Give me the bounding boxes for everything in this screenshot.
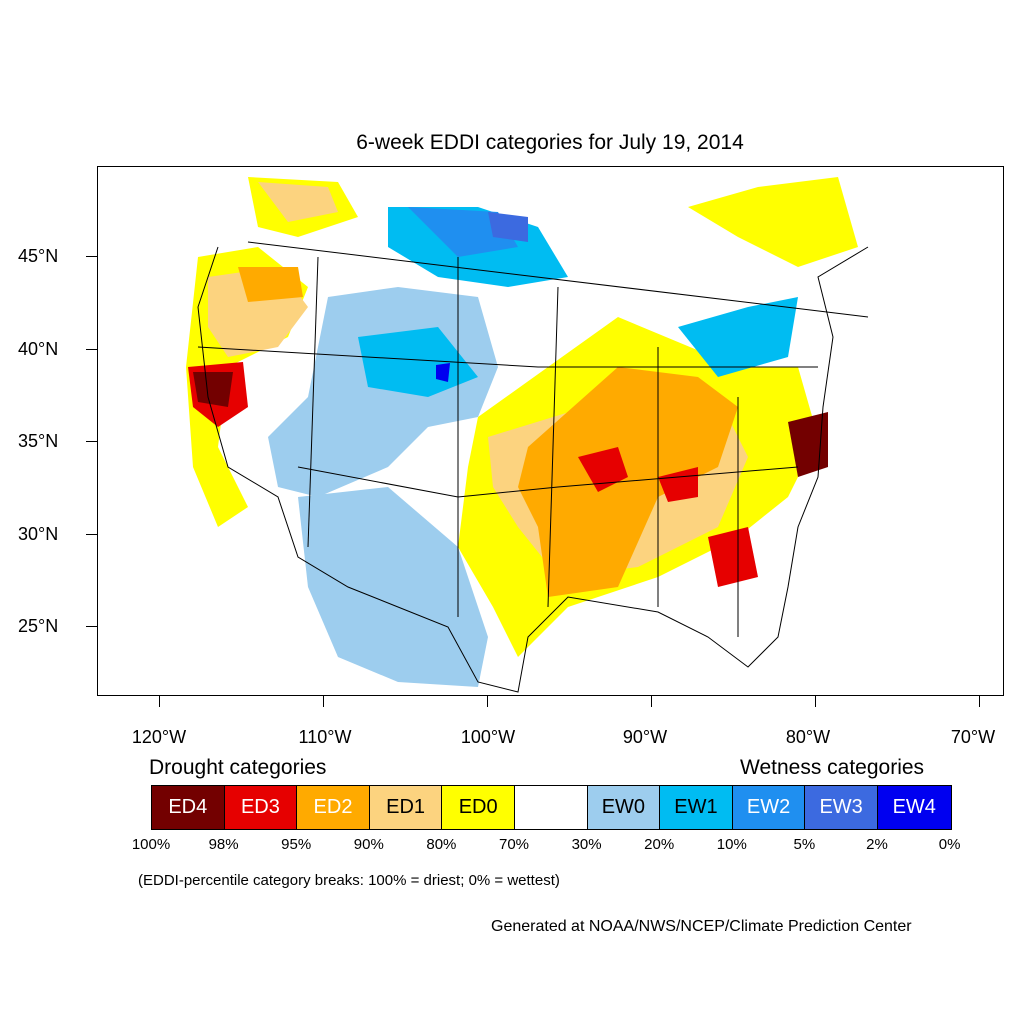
eddi-map — [186, 172, 869, 693]
break-label: 0% — [938, 836, 961, 853]
credit-text: Generated at NOAA/NWS/NCEP/Climate Predi… — [491, 918, 912, 935]
break-label: 95% — [281, 836, 312, 853]
ed0-region-northeast — [688, 177, 858, 267]
ew3-region-minnesota — [488, 212, 528, 242]
legend-swatch-ed1: ED1 — [369, 786, 443, 829]
lat-label-25: 25°N — [18, 616, 59, 636]
legend-swatch-ew4: EW4 — [877, 786, 951, 829]
lat-tick-35 — [86, 441, 97, 442]
ed3-region-ar — [578, 447, 628, 492]
legend-swatch-ew3: EW3 — [805, 786, 878, 829]
break-label: 80% — [426, 836, 457, 853]
category-legend: ED4 ED3 ED2 ED1 ED0 EW0 EW1 EW2 EW3 EW4 — [151, 785, 952, 830]
break-label: 2% — [866, 836, 888, 853]
break-label: 10% — [716, 836, 747, 853]
break-label: 5% — [793, 836, 816, 853]
ed4-region-ca — [193, 372, 233, 407]
ed2-region-midsouth — [518, 367, 738, 597]
legend-swatch-ew1: EW1 — [660, 786, 733, 829]
lon-label-100: 100°W — [460, 727, 516, 747]
map-frame — [97, 166, 1004, 696]
ed4-region-va — [788, 412, 828, 477]
break-label: 98% — [208, 836, 239, 853]
ed2-region-northwest — [238, 267, 303, 302]
legend-swatch-ew0: EW0 — [587, 786, 661, 829]
ed3-region-ga — [708, 527, 758, 587]
lat-label-40: 40°N — [18, 339, 59, 359]
lon-tick-80 — [815, 696, 816, 707]
category-note: (EDDI-percentile category breaks: 100% =… — [138, 872, 560, 889]
lon-tick-90 — [651, 696, 652, 707]
lat-label-30: 30°N — [18, 524, 59, 544]
lat-label-45: 45°N — [18, 246, 59, 266]
wetness-categories-heading: Wetness categories — [740, 756, 925, 779]
lon-label-110: 110°W — [298, 727, 352, 747]
map-title: 6-week EDDI categories for July 19, 2014 — [356, 131, 744, 154]
break-label: 30% — [571, 836, 602, 853]
lat-tick-30 — [86, 534, 97, 535]
lat-tick-45 — [86, 256, 97, 257]
lat-tick-40 — [86, 349, 97, 350]
lon-tick-100 — [487, 696, 488, 707]
lon-label-90: 90°W — [622, 727, 668, 747]
lon-tick-120 — [159, 696, 160, 707]
ew0-region-southwest — [298, 487, 488, 687]
break-label: 70% — [498, 836, 530, 853]
legend-swatch-ed2: ED2 — [297, 786, 370, 829]
lon-tick-110 — [323, 696, 324, 707]
break-label: 90% — [353, 836, 384, 853]
ew4-region-wyoming — [436, 363, 450, 382]
ed1-region-north — [258, 182, 338, 222]
lon-tick-70 — [979, 696, 980, 707]
legend-swatch-normal — [514, 786, 588, 829]
legend-swatch-ew2: EW2 — [732, 786, 806, 829]
legend-swatch-ed0: ED0 — [442, 786, 515, 829]
lon-label-120: 120°W — [131, 727, 187, 747]
drought-categories-heading: Drought categories — [149, 756, 327, 779]
legend-swatch-ed4: ED4 — [152, 786, 225, 829]
break-label: 20% — [644, 836, 675, 853]
lat-tick-25 — [86, 626, 97, 627]
break-label: 100% — [131, 836, 171, 853]
lon-label-70: 70°W — [950, 727, 996, 747]
lon-label-80: 80°W — [785, 727, 831, 747]
lat-label-35: 35°N — [18, 431, 59, 451]
ew1-region-greatlakes — [678, 297, 798, 377]
legend-swatch-ed3: ED3 — [224, 786, 298, 829]
state-boundaries — [197, 241, 869, 693]
